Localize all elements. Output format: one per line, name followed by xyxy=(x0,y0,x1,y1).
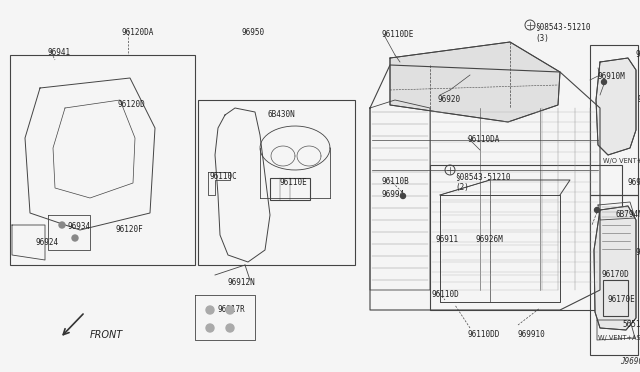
Bar xyxy=(590,195,638,355)
Text: 6B794M: 6B794M xyxy=(615,210,640,219)
Circle shape xyxy=(602,80,607,84)
Text: 96512P: 96512P xyxy=(635,248,640,257)
Text: 96920: 96920 xyxy=(438,95,461,104)
Text: (2): (2) xyxy=(455,183,469,192)
Text: 96120D: 96120D xyxy=(118,100,146,109)
Circle shape xyxy=(206,324,214,332)
Text: 96950: 96950 xyxy=(242,28,265,37)
Text: 96941: 96941 xyxy=(48,48,71,57)
Text: 6B430N: 6B430N xyxy=(268,110,296,119)
Text: W/O VENT+ASHTRAY: W/O VENT+ASHTRAY xyxy=(604,158,640,164)
Bar xyxy=(270,178,310,200)
Text: 96110DA: 96110DA xyxy=(468,135,500,144)
Text: 969910: 969910 xyxy=(518,330,546,339)
Text: 96110DE: 96110DE xyxy=(382,30,414,39)
Text: 96930M: 96930M xyxy=(628,178,640,187)
Circle shape xyxy=(206,306,214,314)
Text: §08543-51210: §08543-51210 xyxy=(535,22,591,31)
Text: 96917R: 96917R xyxy=(218,305,246,314)
Circle shape xyxy=(59,222,65,228)
Text: §08543-51210: §08543-51210 xyxy=(455,172,511,181)
Bar xyxy=(430,165,622,310)
Bar xyxy=(590,45,638,195)
Text: 96911: 96911 xyxy=(435,235,458,244)
Text: 56515+A: 56515+A xyxy=(622,320,640,329)
Text: 96110E: 96110E xyxy=(280,178,308,187)
Text: 96110DD: 96110DD xyxy=(468,330,500,339)
Text: W/ VENT+ASHTRAY: W/ VENT+ASHTRAY xyxy=(598,335,640,341)
Text: 96170E: 96170E xyxy=(608,295,636,304)
Text: 96934: 96934 xyxy=(68,222,91,231)
Circle shape xyxy=(226,306,234,314)
Bar xyxy=(603,280,628,316)
Text: 96110C: 96110C xyxy=(210,172,237,181)
Polygon shape xyxy=(594,206,636,330)
Bar xyxy=(10,55,195,265)
Text: FRONT: FRONT xyxy=(90,330,124,340)
Text: 96170D: 96170D xyxy=(638,95,640,104)
Text: 96120DA: 96120DA xyxy=(122,28,154,37)
Text: 96994: 96994 xyxy=(382,190,405,199)
Polygon shape xyxy=(390,42,560,122)
Text: 96930M: 96930M xyxy=(636,50,640,59)
Circle shape xyxy=(595,208,600,212)
Text: 96110B: 96110B xyxy=(382,177,410,186)
Text: 96912N: 96912N xyxy=(228,278,256,287)
Circle shape xyxy=(226,324,234,332)
Polygon shape xyxy=(596,58,636,155)
Text: 96910M: 96910M xyxy=(598,72,626,81)
Text: 96926M: 96926M xyxy=(476,235,504,244)
Bar xyxy=(198,100,355,265)
Text: J9690188: J9690188 xyxy=(620,357,640,366)
Text: 96120F: 96120F xyxy=(115,225,143,234)
Circle shape xyxy=(72,235,78,241)
Text: 96924: 96924 xyxy=(35,238,58,247)
Text: 96170D: 96170D xyxy=(602,270,630,279)
Circle shape xyxy=(401,193,406,199)
Text: 96110D: 96110D xyxy=(432,290,460,299)
Text: (3): (3) xyxy=(535,34,549,43)
